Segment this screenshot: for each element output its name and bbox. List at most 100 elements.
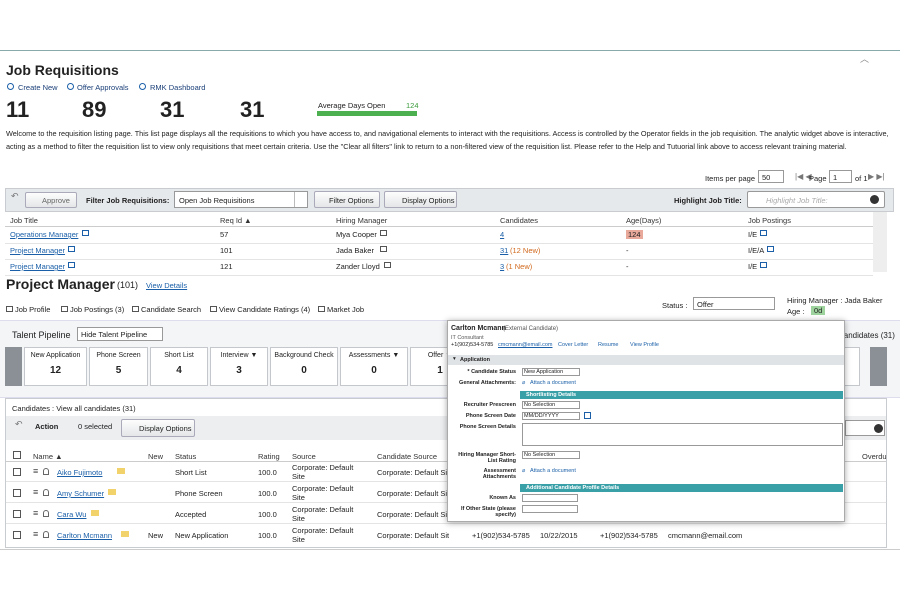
job-tab[interactable]: Job Postings (3)	[70, 305, 125, 314]
checkbox[interactable]	[13, 489, 21, 497]
attach-icon: ⌀	[522, 380, 526, 386]
candidate-name[interactable]: Aiko Fujimoto	[57, 468, 103, 477]
attach-link[interactable]: Attach a document	[530, 468, 576, 474]
view-details-link[interactable]: View Details	[146, 281, 188, 290]
tab-icon	[61, 306, 68, 312]
field-label: General Attachments:	[459, 380, 516, 386]
candidate-name[interactable]: Amy Schumer	[57, 489, 105, 498]
pipeline-stage[interactable]: New Application 12	[24, 347, 87, 386]
job-title-link[interactable]: Operations Manager	[10, 230, 79, 239]
candidate-count[interactable]: 31	[500, 246, 509, 255]
metric-bar[interactable]	[317, 111, 417, 116]
job-tab[interactable]: Candidate Search	[141, 305, 202, 314]
approve-button[interactable]: Approve	[25, 192, 77, 208]
age-value: 0d	[811, 306, 826, 315]
pipeline-stage[interactable]: Background Check 0	[270, 347, 338, 386]
clear-icon[interactable]	[870, 195, 879, 204]
page-input[interactable]: 1	[829, 170, 852, 183]
menu-icon: ≡	[33, 487, 39, 497]
column-header: Req Id ▲	[220, 216, 252, 225]
candidate-status: Short List	[175, 468, 207, 477]
display-options-label: Display Options	[402, 196, 455, 205]
pipeline-stage[interactable]: Short List 4	[150, 347, 208, 386]
candidate-count[interactable]: 3	[500, 262, 505, 271]
new-count: (1 New)	[506, 262, 533, 271]
rating: 100.0	[258, 489, 277, 498]
popup-name: Carlton Mcmann	[451, 325, 506, 332]
job-tab[interactable]: Job Profile	[15, 305, 51, 314]
flag-icon	[121, 531, 130, 537]
candidate-name[interactable]: Cara Wu	[57, 510, 87, 519]
stage-count: 0	[371, 365, 377, 376]
display-options-button[interactable]: Display Options	[384, 191, 457, 208]
search-input[interactable]	[845, 420, 885, 436]
popup-link[interactable]: Resume	[598, 342, 619, 348]
field-label: Phone Screen Details	[459, 424, 516, 430]
menu-icon: ≡	[33, 466, 39, 476]
checkbox[interactable]	[13, 510, 21, 518]
job-tab[interactable]: Market Job	[327, 305, 365, 314]
link-icon	[7, 83, 14, 90]
candidate-source: Corporate: Default Site	[377, 510, 449, 519]
pipeline-stage[interactable]: Assessments ▼ 0	[340, 347, 408, 386]
field-input[interactable]	[522, 505, 578, 513]
candidate-status: Accepted	[175, 510, 207, 519]
items-select[interactable]: 50	[758, 170, 784, 183]
pipeline-next[interactable]	[870, 347, 887, 386]
candidate-count[interactable]: 4	[500, 230, 505, 239]
status-select[interactable]: Offer	[693, 297, 775, 310]
highlight-input[interactable]: Highlight Job Title:	[747, 191, 885, 208]
phone: +1(902)534-5785	[600, 531, 658, 540]
field-value: MM/DD/YYYY	[524, 413, 559, 419]
display-options-button[interactable]: Display Options	[121, 419, 195, 437]
person-icon	[43, 489, 49, 496]
checkbox[interactable]	[13, 451, 21, 459]
row-rule	[5, 275, 873, 276]
filter-options-button[interactable]: Filter Options	[314, 191, 380, 208]
collapse-caret[interactable]: ︿	[860, 54, 870, 64]
field-textarea[interactable]	[522, 423, 843, 446]
field-input[interactable]: New Application	[522, 368, 580, 376]
metric-label: Average Days Open	[318, 101, 386, 110]
header-link[interactable]: Create New	[18, 83, 58, 92]
attach-link[interactable]: Attach a document	[530, 380, 576, 386]
field-input[interactable]: No Selection	[522, 401, 580, 409]
field-input[interactable]: MM/DD/YYYY	[522, 412, 580, 420]
popup-email[interactable]: cmcmann@email.com	[498, 342, 553, 348]
header-link[interactable]: Offer Approvals	[77, 83, 129, 92]
stage-name: Interview ▼	[220, 352, 258, 359]
column-header: Status	[175, 452, 197, 461]
popup-link[interactable]: View Profile	[630, 342, 659, 348]
nav-next[interactable]: ▶ ▶|	[868, 172, 885, 181]
action-menu[interactable]: Action	[35, 422, 59, 431]
share-icon	[68, 246, 75, 252]
calendar-icon[interactable]	[584, 412, 591, 419]
pipeline-stage[interactable]: Phone Screen 5	[89, 347, 148, 386]
popup-link[interactable]: Cover Letter	[558, 342, 589, 348]
field-input[interactable]: No Selection	[522, 451, 580, 459]
checkbox[interactable]	[13, 468, 21, 476]
pipeline-prev[interactable]	[5, 347, 22, 386]
candidate-name[interactable]: Carlton Mcmann	[57, 531, 113, 540]
header-link[interactable]: RMK Dashboard	[150, 83, 206, 92]
candidate-source: Corporate: Default Site	[377, 468, 449, 477]
stage-count: 4	[176, 365, 182, 376]
page-label: Page	[809, 174, 827, 183]
stage-count: 12	[49, 365, 62, 376]
undo-icon: ↶	[11, 191, 19, 201]
header-rule	[6, 461, 886, 462]
checkbox[interactable]	[13, 531, 21, 539]
field-input[interactable]	[522, 494, 578, 502]
pipeline-stage[interactable]: Interview ▼ 3	[210, 347, 268, 386]
job-title-link[interactable]: Project Manager	[10, 246, 66, 255]
postings: I/E	[748, 230, 758, 239]
pipeline-toggle[interactable]: Hide Talent Pipeline	[77, 327, 163, 341]
nav-prev[interactable]: |◀ ◀	[795, 172, 812, 181]
column-header: Overdu	[862, 452, 887, 461]
job-title-link[interactable]: Project Manager	[10, 262, 66, 271]
filter-select[interactable]: Open Job Requisitions	[174, 191, 308, 208]
row-rule	[6, 481, 886, 482]
job-tab[interactable]: View Candidate Ratings (4)	[219, 305, 311, 314]
clear-icon[interactable]	[874, 424, 883, 433]
hiring-manager-info: Hiring Manager : Jada Baker	[787, 296, 883, 305]
